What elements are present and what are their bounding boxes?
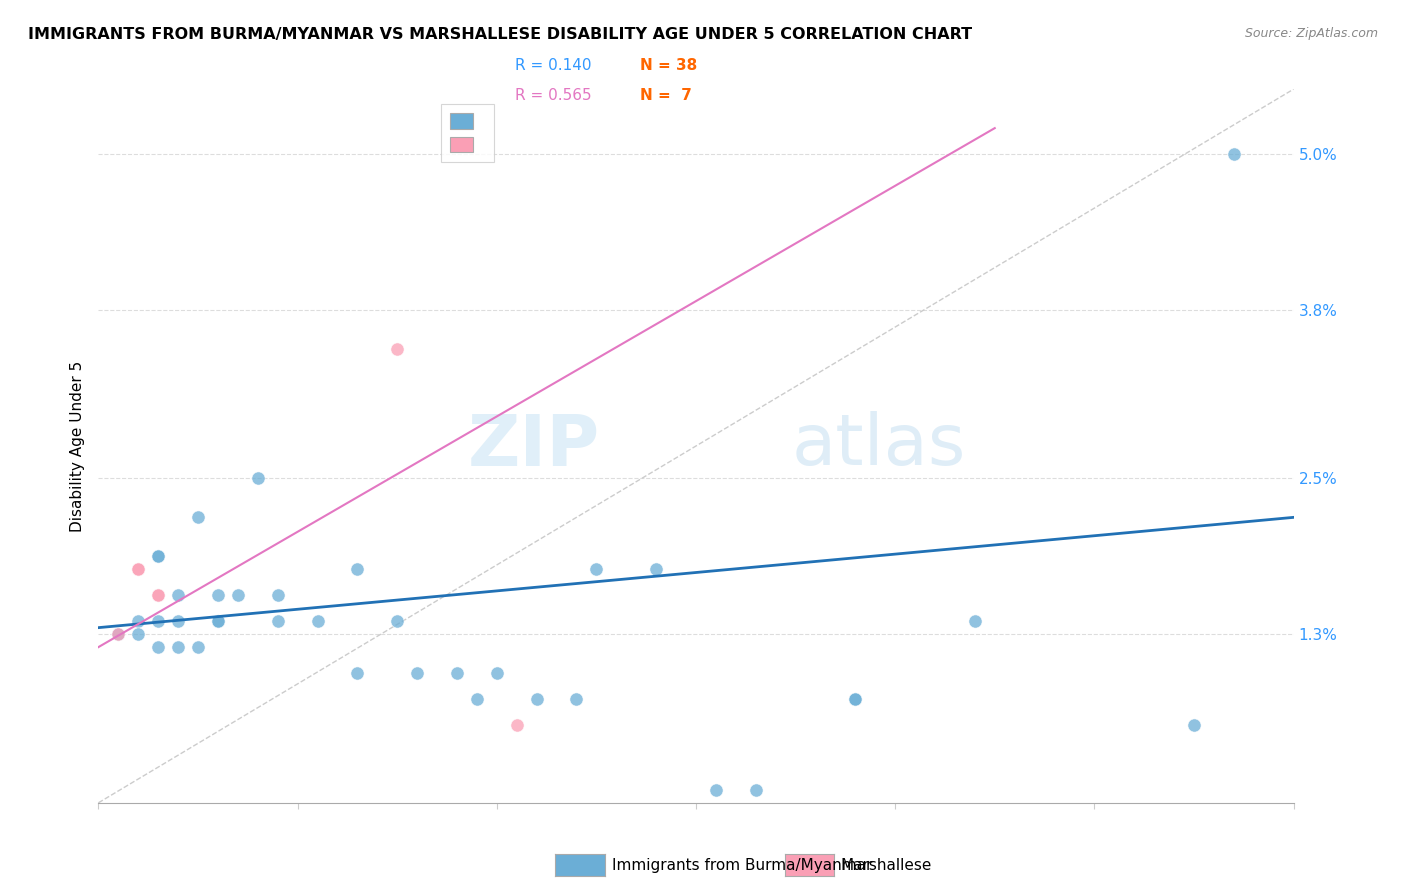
Point [446,666,468,681]
Point [1182,718,1205,732]
Point [167,588,190,602]
Point [127,614,149,628]
Text: Source: ZipAtlas.com: Source: ZipAtlas.com [1244,27,1378,40]
Point [127,627,149,641]
Point [506,718,529,732]
Point [844,692,866,706]
Point [485,666,508,681]
Point [963,614,986,628]
Point [346,562,368,576]
Point [207,614,229,628]
Text: N =  7: N = 7 [640,88,692,103]
Point [127,562,149,576]
Point [187,510,209,524]
Point [267,588,290,602]
Point [465,692,488,706]
Point [385,342,409,356]
Text: ZIP: ZIP [468,411,600,481]
Point [307,614,329,628]
Text: R = 0.140: R = 0.140 [515,58,591,72]
Point [148,588,170,602]
Point [187,640,209,654]
Text: Marshallese: Marshallese [841,858,932,872]
Text: IMMIGRANTS FROM BURMA/MYANMAR VS MARSHALLESE DISABILITY AGE UNDER 5 CORRELATION : IMMIGRANTS FROM BURMA/MYANMAR VS MARSHAL… [28,27,972,42]
Text: Immigrants from Burma/Myanmar: Immigrants from Burma/Myanmar [612,858,872,872]
Point [127,562,149,576]
Point [745,782,768,797]
Text: atlas: atlas [792,411,966,481]
Y-axis label: Disability Age Under 5: Disability Age Under 5 [69,360,84,532]
Point [844,692,866,706]
Point [148,614,170,628]
Point [585,562,607,576]
Point [226,588,249,602]
Point [385,614,409,628]
Point [645,562,668,576]
Point [148,549,170,564]
Point [565,692,588,706]
Point [167,614,190,628]
Point [346,666,368,681]
Point [207,588,229,602]
Point [526,692,548,706]
Point [406,666,429,681]
Point [148,549,170,564]
Point [167,640,190,654]
Point [207,614,229,628]
Legend: , : , [440,104,494,162]
Point [267,614,290,628]
Point [704,782,727,797]
Point [107,627,129,641]
Point [246,471,269,485]
Text: R = 0.565: R = 0.565 [515,88,591,103]
Point [1223,147,1246,161]
Point [148,588,170,602]
Point [107,627,129,641]
Text: N = 38: N = 38 [640,58,697,72]
Point [148,640,170,654]
